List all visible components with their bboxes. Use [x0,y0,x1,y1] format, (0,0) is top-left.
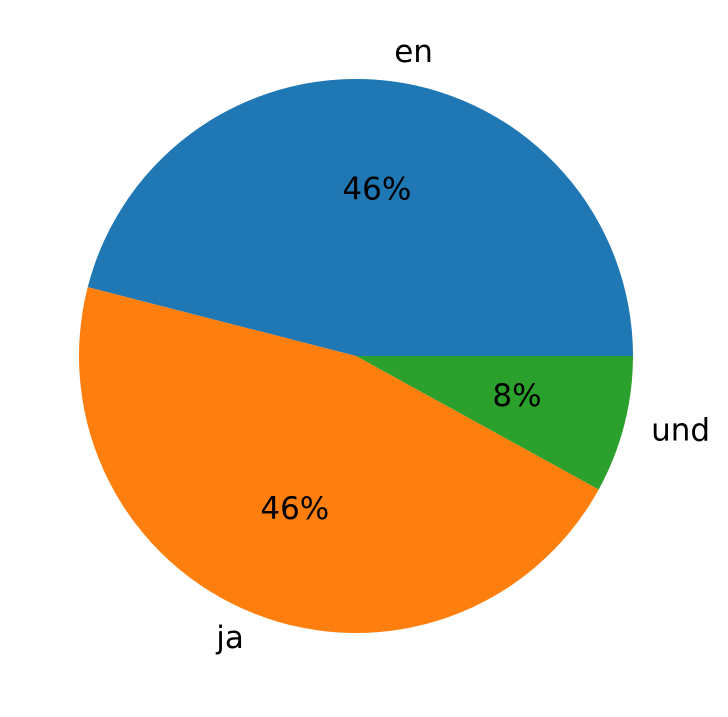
pie-slice [78,287,599,634]
value-label: 8% [492,378,541,414]
slice-label: en [394,34,433,70]
slice-label: ja [215,620,244,656]
slice-label: und [651,412,710,448]
value-label: 46% [260,491,329,527]
pie-slice [87,79,634,356]
pie-slice [356,356,633,490]
value-label: 46% [342,172,411,208]
